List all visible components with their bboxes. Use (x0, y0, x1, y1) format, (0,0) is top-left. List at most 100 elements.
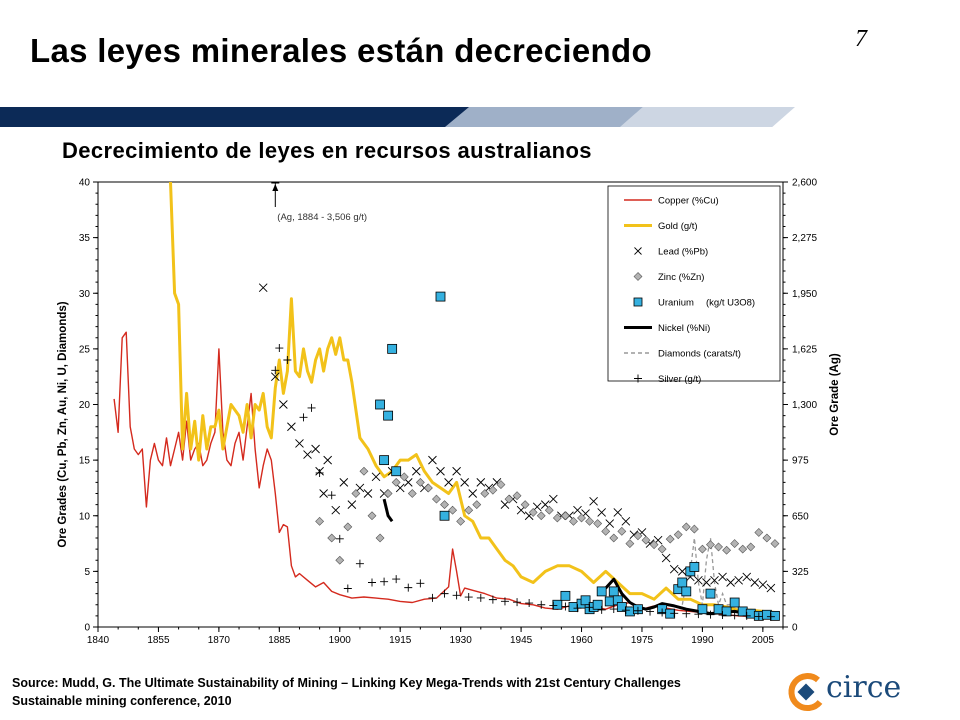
lead-point (347, 500, 357, 509)
y-tick-label: 15 (79, 456, 91, 467)
zinc-point (665, 534, 675, 544)
zinc-point (593, 519, 603, 528)
uranium-point (439, 510, 450, 521)
silver-point (525, 599, 534, 608)
silver-point (718, 611, 727, 620)
y-right-tick-label: 0 (792, 623, 798, 634)
silver-point (621, 606, 630, 615)
lead-point (750, 578, 760, 587)
zinc-point (440, 500, 449, 510)
x-tick-label: 1930 (450, 635, 473, 646)
x-tick-label: 1915 (389, 635, 412, 646)
zinc-point (504, 494, 514, 504)
lead-point (613, 508, 623, 517)
zinc-point (415, 477, 425, 487)
silver-point (416, 579, 425, 588)
x-tick-label: 1840 (87, 635, 110, 646)
lead-point (331, 505, 341, 515)
zinc-point (552, 513, 562, 523)
lead-point (742, 572, 752, 582)
silver-point (428, 593, 437, 602)
silver-point (283, 356, 292, 364)
legend-label-zinc: Zinc (%Zn) (658, 272, 704, 283)
zinc-point (673, 530, 683, 540)
zinc-point (399, 472, 409, 482)
y-tick-label: 35 (79, 233, 91, 244)
uranium-point (761, 609, 772, 620)
circe-logo-icon (788, 673, 823, 712)
uranium-point (608, 586, 619, 597)
lead-point (311, 444, 320, 454)
zinc-point (456, 516, 466, 526)
zinc-point (746, 542, 756, 552)
legend-label-nickel: Nickel (%Ni) (658, 323, 710, 334)
zinc-point (528, 507, 538, 517)
uranium-point (729, 597, 740, 608)
silver-point (335, 534, 344, 543)
y-right-tick-label: 1,625 (792, 344, 817, 355)
silver-point (452, 591, 461, 600)
zinc-point (560, 511, 570, 521)
lead-point (718, 572, 727, 582)
zinc-point (351, 489, 361, 498)
zinc-point (448, 505, 458, 515)
annotation-text: (Ag, 1884 - 3,506 g/t) (277, 212, 367, 223)
silver-point (682, 609, 691, 618)
zinc-point (367, 511, 377, 521)
x-tick-label: 1870 (208, 635, 231, 646)
silver-point (392, 575, 401, 584)
lead-point (597, 508, 606, 517)
silver-point (299, 413, 308, 422)
silver-point (271, 366, 280, 375)
zinc-point (383, 489, 393, 498)
uranium-point (689, 562, 700, 572)
x-tick-label: 1945 (510, 635, 533, 646)
y-right-tick-label: 2,275 (792, 233, 817, 244)
uranium-point (552, 599, 563, 610)
zinc-point (681, 522, 691, 532)
silver-point (742, 611, 751, 620)
silver-point (585, 603, 594, 612)
lead-point (468, 489, 478, 498)
lead-point (452, 466, 461, 476)
zinc-point (722, 545, 732, 555)
y-tick-label: 25 (79, 344, 91, 355)
zinc-point (657, 544, 667, 554)
zinc-point (697, 544, 707, 554)
lead-point (436, 466, 445, 476)
zinc-point (762, 533, 772, 543)
lead-point (412, 466, 421, 476)
lead-point (444, 478, 453, 487)
lead-point (363, 489, 373, 498)
lead-point (669, 564, 679, 574)
zinc-point (641, 535, 651, 545)
uranium-point (745, 608, 756, 619)
silver-point (658, 608, 667, 617)
silver-point (561, 602, 570, 611)
gold-series-line (169, 182, 776, 614)
silver-point (609, 605, 618, 614)
uranium-point (604, 596, 615, 607)
zinc-point (617, 526, 627, 536)
zinc-point (512, 491, 522, 501)
uranium-point (580, 595, 591, 606)
x-tick-label: 1960 (570, 635, 593, 646)
silver-point (440, 589, 449, 598)
zinc-point (577, 513, 586, 523)
zinc-point (649, 540, 659, 550)
y-right-tick-label: 975 (792, 456, 809, 467)
silver-point (275, 344, 284, 353)
circe-logo: circe (786, 668, 901, 713)
zinc-point (569, 516, 578, 526)
legend-swatch-zinc (633, 272, 643, 281)
zinc-point (536, 511, 546, 521)
silver-point (633, 606, 642, 615)
uranium-point (596, 586, 607, 597)
lead-point (279, 400, 288, 409)
uranium-point (705, 588, 716, 599)
lead-point (371, 472, 381, 482)
uranium-point (560, 590, 571, 601)
source-line-1: Source: Mudd, G. The Ultimate Sustainabi… (12, 676, 681, 690)
y-right-tick-label: 2,600 (792, 178, 817, 189)
legend-label-uranium: Uranium (658, 298, 694, 309)
